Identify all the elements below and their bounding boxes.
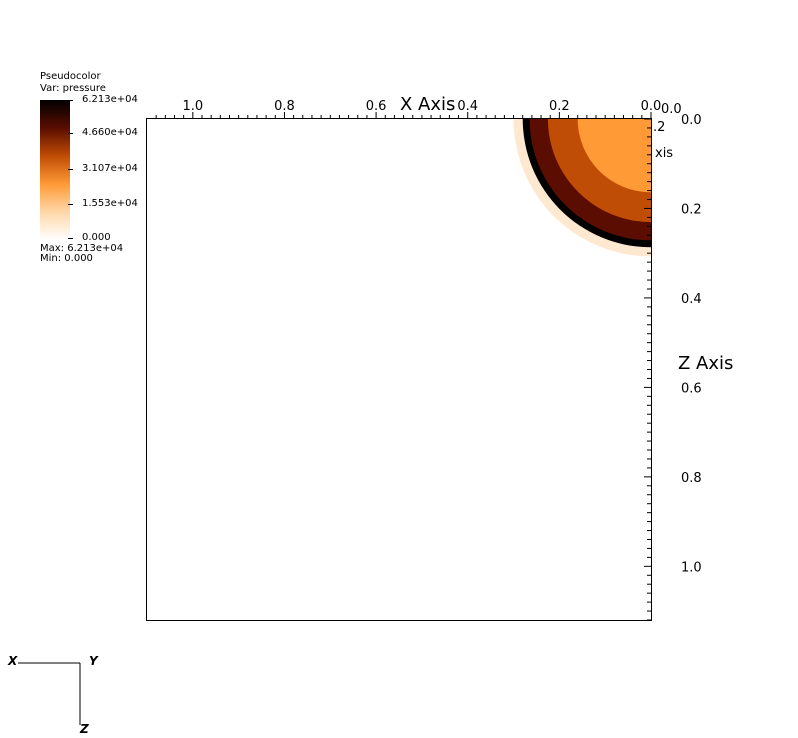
pressure-ring <box>577 119 651 193</box>
x-axis-tick-label: 1.0 <box>182 99 203 114</box>
colorbar-label: 0.000 <box>82 232 111 243</box>
colorbar-label: 6.213e+04 <box>82 94 138 105</box>
colorbar-tick <box>68 169 73 170</box>
x-axis-ticks: 1.0 0.8 0.6 0.4 0.2 0.0 <box>155 99 662 119</box>
legend-min: Min: 0.000 <box>40 253 93 264</box>
legend-plot-type: Pseudocolor <box>40 71 101 82</box>
triad-z-label: Z <box>80 722 89 736</box>
y-axis-tick-fragment: .2 <box>653 120 665 135</box>
z-axis-tick-label: 1.0 <box>681 560 702 575</box>
z-axis-title: Z Axis <box>678 353 733 374</box>
x-axis-title: X Axis <box>400 94 455 115</box>
x-axis-tick-label: 0.8 <box>274 99 295 114</box>
triad-x-label: X <box>8 654 18 668</box>
x-axis-tick-label: 0.4 <box>457 99 478 114</box>
triad-lines <box>18 662 81 725</box>
x-axis-tick-label: 0.0 <box>641 99 662 114</box>
colorbar-label: 3.107e+04 <box>82 163 138 174</box>
z-axis-tick-label: 0.4 <box>681 292 702 307</box>
colorbar-label: 4.660e+04 <box>82 127 138 138</box>
legend-max: Max: 6.213e+04 <box>40 243 124 254</box>
legend-variable: Var: pressure <box>40 83 106 94</box>
colorbar-tick <box>68 133 73 134</box>
axis-triad: X Y Z <box>0 640 120 738</box>
colorbar-tick <box>68 238 73 239</box>
x-axis-tick-label: 0.2 <box>549 99 570 114</box>
z-axis-tick-label: 0.8 <box>681 471 702 486</box>
x-axis-tick-label: 0.6 <box>366 99 387 114</box>
z-axis-tick-label: 0.2 <box>681 202 702 217</box>
colorbar-label: 1.553e+04 <box>82 198 138 209</box>
pressure-field <box>513 119 651 257</box>
y-axis-tick-fragment-2: 0.0 <box>661 102 682 117</box>
z-axis-tick-label: 0.6 <box>681 381 702 396</box>
y-axis-title-fragment: xis <box>655 146 673 161</box>
legend: Pseudocolor Var: pressure 6.213e+04 4.66… <box>40 72 180 282</box>
colorbar <box>40 100 70 240</box>
z-axis-tick-label: 0.0 <box>681 113 702 128</box>
colorbar-tick <box>68 100 73 101</box>
colorbar-tick <box>68 204 73 205</box>
plot-frame <box>146 118 652 621</box>
z-axis-ticks: 0.0 0.2 0.4 0.6 0.8 1.0 <box>644 113 702 621</box>
triad-y-label: Y <box>89 654 98 668</box>
